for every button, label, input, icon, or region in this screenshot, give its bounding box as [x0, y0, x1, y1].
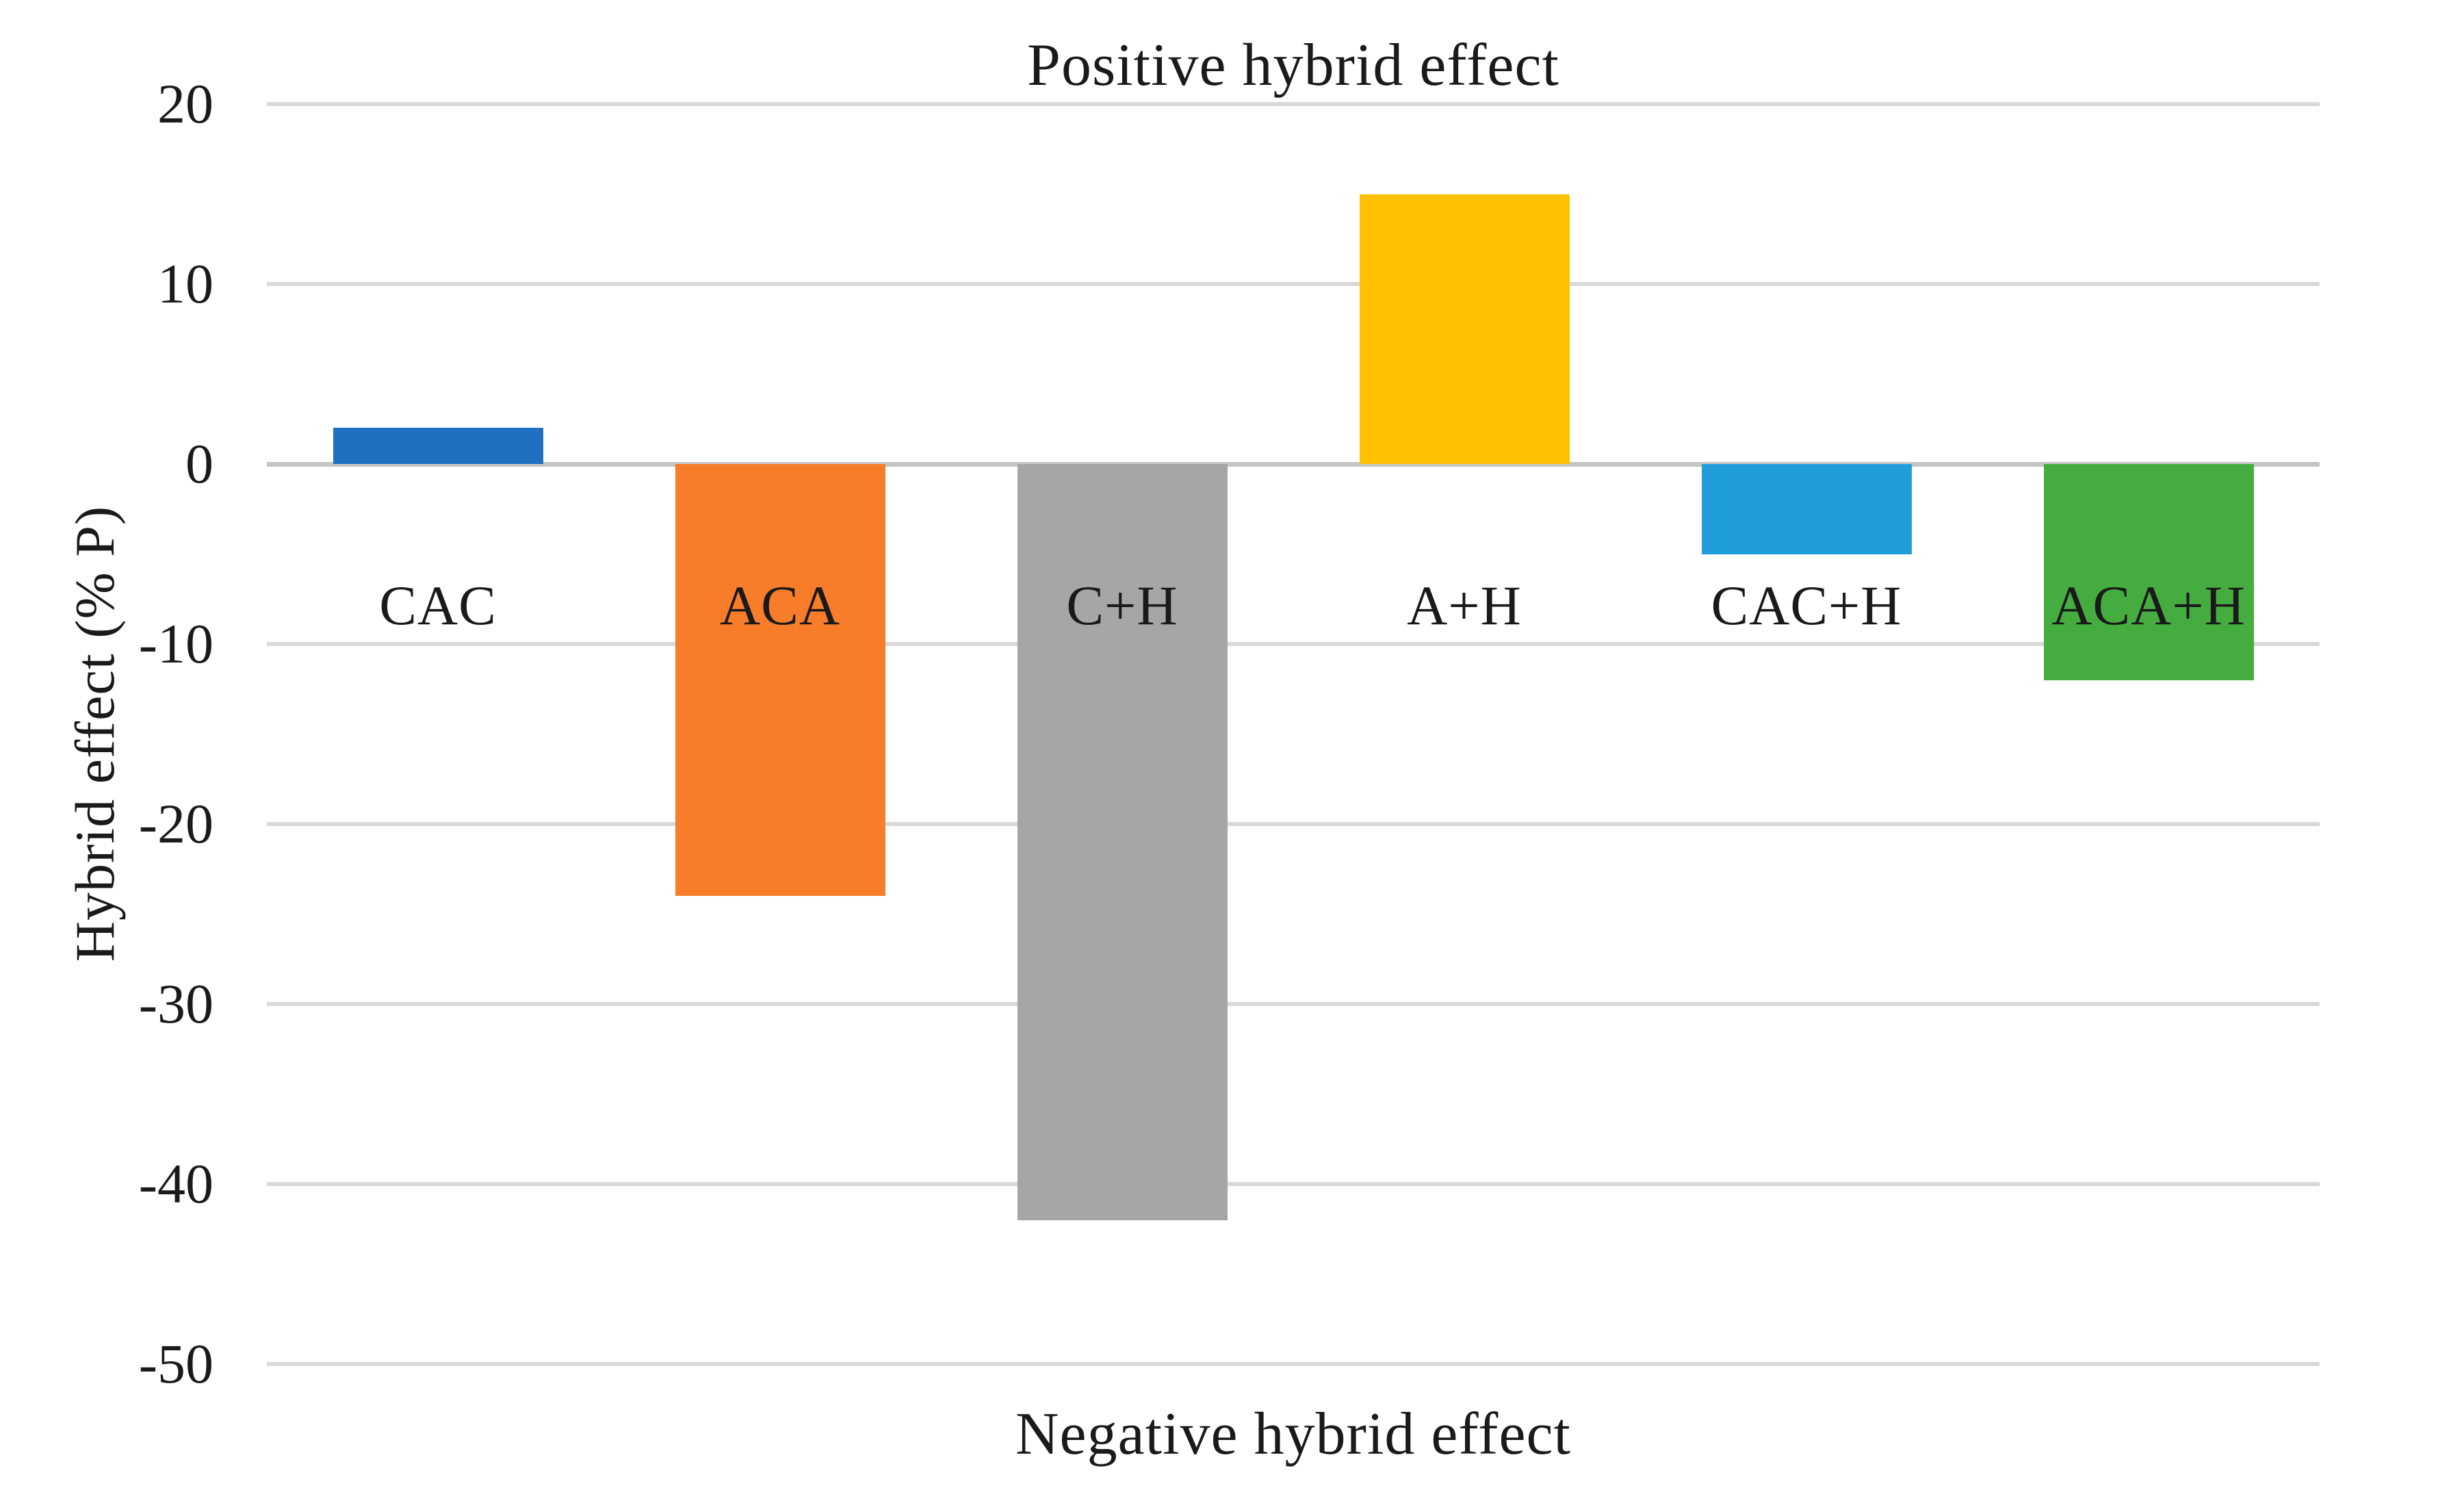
- gridline--30: [267, 1002, 2320, 1006]
- gridline--10: [267, 642, 2320, 646]
- y-tick-label-0: 0: [185, 433, 213, 495]
- y-tick-label-10: 10: [157, 253, 213, 315]
- y-tick-label--30: -30: [138, 973, 213, 1035]
- category-label-c-plus-h: C+H: [1066, 574, 1178, 636]
- bar-a-plus-h: [1359, 194, 1570, 464]
- category-label-aca: ACA: [719, 574, 841, 636]
- category-label-cac: CAC: [379, 574, 497, 636]
- chart-title-negative: Negative hybrid effect: [1015, 1401, 1572, 1467]
- gridline-10: [267, 282, 2320, 286]
- gridline--50: [267, 1362, 2320, 1366]
- gridline-0: [267, 462, 2320, 467]
- chart-title-positive: Positive hybrid effect: [1027, 32, 1559, 99]
- gridline-20: [267, 102, 2320, 106]
- category-label-cac-plus-h: CAC+H: [1711, 574, 1902, 636]
- bar-c-plus-h: [1017, 464, 1228, 1220]
- category-label-aca-plus-h: ACA+H: [2051, 574, 2246, 636]
- y-tick-label--20: -20: [138, 793, 213, 855]
- category-label-a-plus-h: A+H: [1407, 574, 1522, 636]
- y-tick-label--40: -40: [138, 1153, 213, 1215]
- bar-cac-plus-h: [1701, 464, 1912, 554]
- bar-aca-plus-h: [2043, 464, 2254, 680]
- y-tick-label-20: 20: [157, 73, 213, 135]
- bar-cac: [333, 428, 543, 464]
- y-axis-title: Hybrid effect (% P): [64, 505, 126, 962]
- gridline--40: [267, 1182, 2320, 1186]
- bar-aca: [675, 464, 885, 897]
- gridline--20: [267, 822, 2320, 826]
- y-tick-label--10: -10: [138, 613, 213, 675]
- y-tick-label--50: -50: [138, 1333, 213, 1395]
